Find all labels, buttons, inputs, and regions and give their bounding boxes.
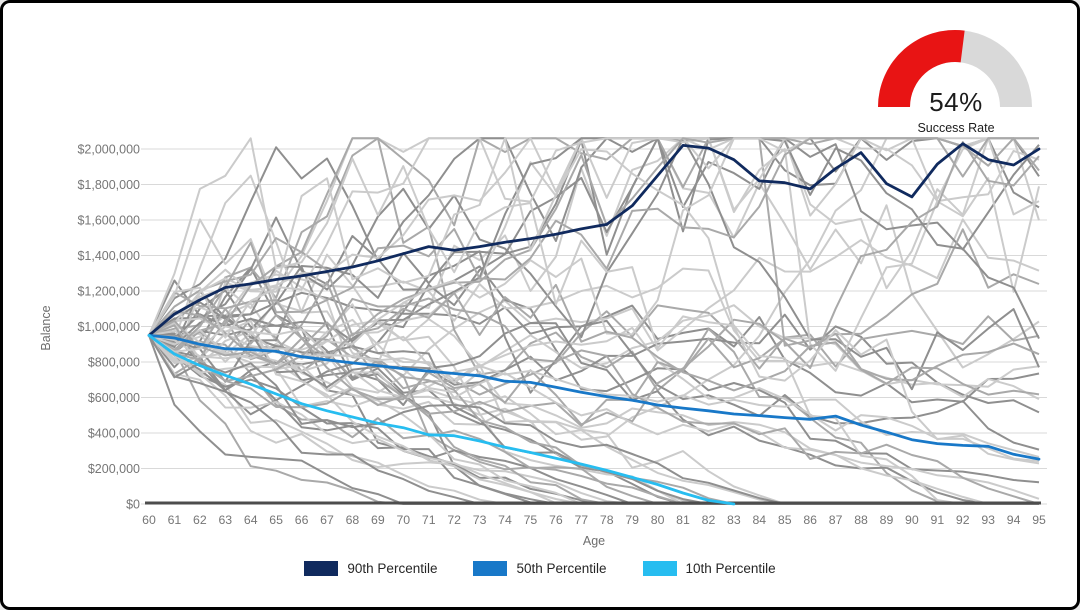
x-axis-tick-label: 76 [549, 513, 563, 527]
legend-swatch-10th-percentile [642, 561, 677, 576]
x-axis-tick-label: 82 [702, 513, 716, 527]
y-axis-tick-label: $1,200,000 [77, 285, 140, 299]
x-axis-tick-label: 80 [651, 513, 665, 527]
y-axis-title: Balance [39, 305, 53, 350]
simulation-path [148, 313, 1040, 414]
chart-legend: 90th Percentile 50th Percentile 10th Perce… [3, 561, 1077, 576]
simulation-path [148, 137, 1039, 505]
y-axis-tick-label: $0 [126, 498, 140, 512]
legend-item-50th-percentile: 50th Percentile [473, 561, 607, 576]
x-axis-tick-label: 67 [320, 513, 334, 527]
x-axis-tick-label: 75 [524, 513, 538, 527]
simulation-path [148, 137, 1040, 355]
success-rate-gauge: 54% Success Rate [861, 15, 1051, 145]
simulation-path [148, 301, 1039, 505]
simulation-path [148, 137, 1040, 465]
simulation-path [148, 325, 1039, 505]
x-axis-tick-label: 70 [396, 513, 410, 527]
x-axis-tick-label: 84 [752, 513, 766, 527]
legend-swatch-50th-percentile [473, 561, 508, 576]
y-axis-tick-label: $1,000,000 [77, 320, 140, 334]
simulation-path [148, 137, 1040, 351]
legend-label: 10th Percentile [685, 561, 776, 576]
x-axis-tick-label: 79 [625, 513, 639, 527]
simulation-path [148, 137, 1040, 391]
x-axis-tick-label: 69 [371, 513, 385, 527]
percentile-line-90th-percentile [147, 142, 1041, 337]
simulation-path [148, 137, 1040, 392]
gauge-fill [878, 30, 965, 108]
balance-projection-chart: $0 $200,000 $400,000 $600,000 $800,000 $1,000… [39, 137, 1047, 548]
y-axis-tick-label: $400,000 [88, 427, 140, 441]
x-axis-tick-label: 66 [295, 513, 309, 527]
y-axis-tick-label: $600,000 [88, 391, 140, 405]
x-axis-tick-label: 64 [244, 513, 258, 527]
x-axis-tick-label: 71 [422, 513, 436, 527]
x-axis-tick-label: 74 [498, 513, 512, 527]
x-axis-title: Age [583, 534, 605, 548]
x-axis-tick-label: 85 [778, 513, 792, 527]
simulation-path [148, 141, 1040, 426]
percentile-lines [147, 142, 1041, 506]
y-axis-tick-label: $200,000 [88, 462, 140, 476]
y-axis-tick-label: $1,600,000 [77, 214, 140, 228]
gauge-caption: Success Rate [917, 121, 995, 135]
x-axis-tick-label: 61 [168, 513, 182, 527]
x-axis-tick-label: 90 [905, 513, 919, 527]
simulation-path [148, 137, 1040, 347]
simulation-path [148, 137, 1040, 360]
x-axis-tick-label: 87 [829, 513, 843, 527]
x-axis-tick-label: 88 [854, 513, 868, 527]
x-axis-tick-label: 63 [218, 513, 232, 527]
legend-item-90th-percentile: 90th Percentile [304, 561, 437, 576]
legend-label: 90th Percentile [347, 561, 438, 576]
x-axis-tick-label: 65 [269, 513, 283, 527]
x-axis-tick-label: 89 [880, 513, 894, 527]
y-axis-tick-label: $1,800,000 [77, 178, 140, 192]
x-axis-tick-label: 73 [473, 513, 487, 527]
percentile-line-10th-percentile [147, 333, 736, 506]
x-axis-tick-label: 81 [676, 513, 690, 527]
gauge-arc [878, 30, 1032, 108]
x-axis-tick-label: 60 [142, 513, 156, 527]
legend-swatch-90th-percentile [304, 561, 339, 576]
simulation-path [148, 218, 1040, 399]
x-axis-tick-label: 92 [956, 513, 970, 527]
simulation-path [148, 283, 1040, 396]
simulation-path [148, 137, 1040, 365]
x-axis-tick-label: 72 [447, 513, 461, 527]
x-axis-tick-label: 91 [930, 513, 944, 527]
simulation-path [148, 137, 1040, 342]
legend-item-10th-percentile: 10th Percentile [642, 561, 776, 576]
x-axis-tick-label: 68 [346, 513, 360, 527]
gauge-value: 54% [929, 87, 983, 117]
percentile-line-50th-percentile [147, 333, 1041, 461]
x-axis-tick-label: 62 [193, 513, 207, 527]
simulation-path [148, 297, 1040, 505]
legend-label: 50th Percentile [516, 561, 607, 576]
x-axis-tick-label: 86 [803, 513, 817, 527]
y-axis-tick-label: $2,000,000 [77, 143, 140, 157]
x-axis-tick-label: 83 [727, 513, 741, 527]
y-axis-tick-label: $800,000 [88, 356, 140, 370]
y-axis-tick-label: $1,400,000 [77, 249, 140, 263]
x-axis-tick-label: 94 [1007, 513, 1021, 527]
x-axis-tick-label: 78 [600, 513, 614, 527]
x-axis-tick-label: 93 [981, 513, 995, 527]
x-axis-tick-label: 95 [1032, 513, 1046, 527]
x-axis-tick-label: 77 [574, 513, 588, 527]
